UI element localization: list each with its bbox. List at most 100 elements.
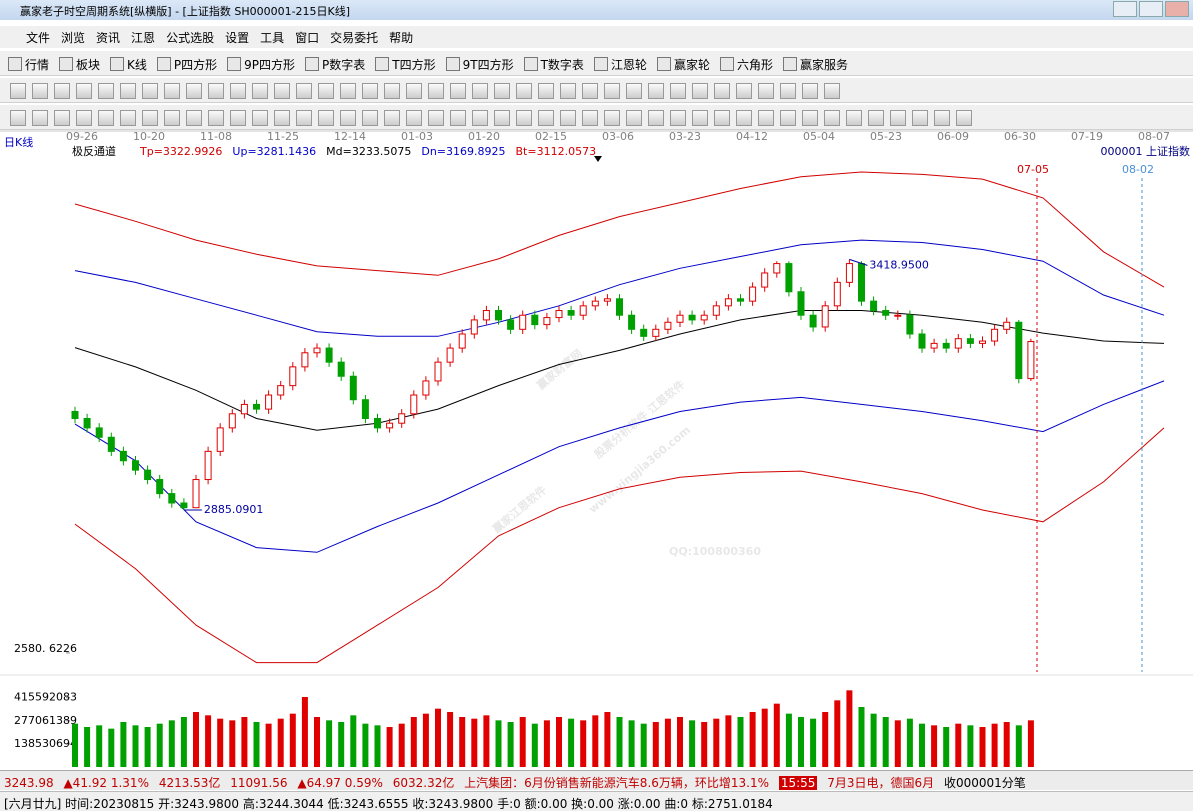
tool-icon[interactable] [252,110,268,126]
toolbar-button[interactable]: 江恩轮 [593,57,647,72]
tool-icon[interactable] [186,110,202,126]
tool-icon[interactable] [780,110,796,126]
tool-icon[interactable] [98,110,114,126]
tool-icon[interactable] [692,110,708,126]
tool-icon[interactable] [208,83,224,99]
tool-icon[interactable] [604,83,620,99]
tool-icon[interactable] [274,110,290,126]
menu-item[interactable]: 窗口 [295,31,320,45]
toolbar-button[interactable]: 9P四方形 [227,57,295,72]
tool-icon[interactable] [956,110,972,126]
toolbar-button[interactable]: 行情 [8,57,49,72]
menu-item[interactable]: 公式选股 [166,31,215,45]
tool-icon[interactable] [450,83,466,99]
tool-icon[interactable] [340,110,356,126]
tool-icon[interactable] [890,110,906,126]
tool-icon[interactable] [604,110,620,126]
toolbar-button[interactable]: 赢家服务 [782,57,848,72]
tool-icon[interactable] [736,83,752,99]
tool-icon[interactable] [582,83,598,99]
close-button[interactable] [1165,1,1189,17]
tool-icon[interactable] [406,83,422,99]
tool-icon[interactable] [428,83,444,99]
tool-icon[interactable] [76,83,92,99]
tool-icon[interactable] [142,83,158,99]
tool-icon[interactable] [780,83,796,99]
menu-item[interactable]: 浏览 [61,31,86,45]
tool-icon[interactable] [120,110,136,126]
tool-icon[interactable] [802,83,818,99]
tool-icon[interactable] [824,110,840,126]
tool-icon[interactable] [868,110,884,126]
tool-icon[interactable] [186,83,202,99]
tool-icon[interactable] [560,110,576,126]
tool-icon[interactable] [54,83,70,99]
tick-label[interactable]: 收000001分笔 [944,776,1026,790]
tool-icon[interactable] [670,110,686,126]
menu-item[interactable]: 设置 [225,31,250,45]
tool-icon[interactable] [450,110,466,126]
tool-icon[interactable] [692,83,708,99]
tool-icon[interactable] [428,110,444,126]
tool-icon[interactable] [648,110,664,126]
tool-icon[interactable] [76,110,92,126]
tool-icon[interactable] [98,83,114,99]
menu-item[interactable]: 交易委托 [330,31,379,45]
tool-icon[interactable] [648,83,664,99]
toolbar-button[interactable]: T四方形 [375,57,436,72]
tool-icon[interactable] [120,83,136,99]
tool-icon[interactable] [736,110,752,126]
minimize-button[interactable] [1113,1,1137,17]
toolbar-button[interactable]: 板块 [59,57,100,72]
tool-icon[interactable] [670,83,686,99]
tool-icon[interactable] [472,83,488,99]
tool-icon[interactable] [10,110,26,126]
tool-icon[interactable] [714,110,730,126]
tool-icon[interactable] [626,83,642,99]
news-ticker[interactable]: 上汽集团：6月份销售新能源汽车8.6万辆，环比增13.1% [464,776,770,790]
tool-icon[interactable] [10,83,26,99]
tool-icon[interactable] [758,83,774,99]
tool-icon[interactable] [318,83,334,99]
tool-icon[interactable] [626,110,642,126]
menu-item[interactable]: 文件 [26,31,51,45]
maximize-button[interactable] [1139,1,1163,17]
toolbar-button[interactable]: P数字表 [305,57,365,72]
tool-icon[interactable] [384,110,400,126]
tool-icon[interactable] [164,83,180,99]
tool-icon[interactable] [274,83,290,99]
tool-icon[interactable] [230,83,246,99]
tool-icon[interactable] [252,83,268,99]
tool-icon[interactable] [516,110,532,126]
news-ticker-2[interactable]: 7月3日电，德国6月 [827,776,935,790]
tool-icon[interactable] [362,83,378,99]
tool-icon[interactable] [714,83,730,99]
tool-icon[interactable] [164,110,180,126]
tool-icon[interactable] [494,110,510,126]
tool-icon[interactable] [406,110,422,126]
menu-item[interactable]: 帮助 [389,31,414,45]
tool-icon[interactable] [472,110,488,126]
menu-item[interactable]: 工具 [260,31,285,45]
tool-icon[interactable] [538,83,554,99]
menu-item[interactable]: 江恩 [131,31,156,45]
tool-icon[interactable] [802,110,818,126]
tool-icon[interactable] [318,110,334,126]
dropdown-arrow[interactable] [594,156,602,162]
tool-icon[interactable] [912,110,928,126]
tool-icon[interactable] [296,83,312,99]
tool-icon[interactable] [384,83,400,99]
tool-icon[interactable] [934,110,950,126]
toolbar-button[interactable]: 9T四方形 [445,57,514,72]
tool-icon[interactable] [516,83,532,99]
tool-icon[interactable] [582,110,598,126]
tool-icon[interactable] [362,110,378,126]
tool-icon[interactable] [758,110,774,126]
tool-icon[interactable] [538,110,554,126]
tool-icon[interactable] [230,110,246,126]
tool-icon[interactable] [560,83,576,99]
toolbar-button[interactable]: P四方形 [156,57,217,72]
tool-icon[interactable] [824,83,840,99]
toolbar-button[interactable]: K线 [110,57,147,72]
tool-icon[interactable] [32,110,48,126]
